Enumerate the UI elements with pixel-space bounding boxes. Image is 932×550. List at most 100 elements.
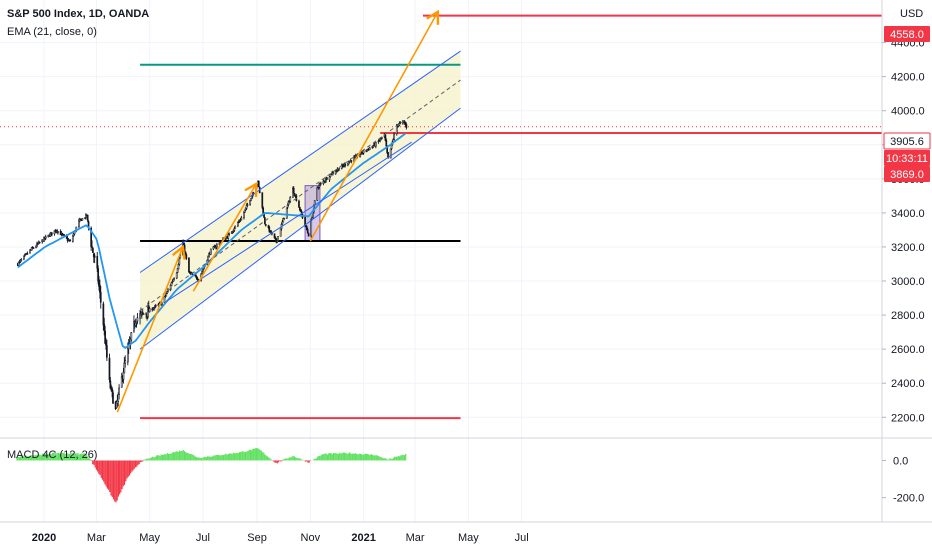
candle-body [44, 236, 47, 239]
candle-body [344, 163, 347, 166]
currency-label: USD [900, 8, 923, 20]
candle-body [96, 256, 99, 269]
candle-body [250, 195, 253, 200]
candle-body [178, 258, 181, 265]
candle-body [285, 207, 288, 219]
price-tick-label: 2800.0 [891, 310, 925, 322]
candle-body [398, 122, 401, 126]
arrow-drawing [192, 181, 258, 292]
candle-body [328, 176, 331, 181]
candle-body [338, 168, 340, 171]
candle-body [78, 220, 80, 227]
candle-body [110, 386, 113, 388]
candle-body [209, 248, 212, 255]
candle-body [93, 255, 96, 258]
macd-tick-label: -200.0 [893, 493, 924, 505]
candle-body [268, 226, 271, 232]
candle-body [385, 139, 388, 147]
macd-scale[interactable]: 0.0 -200.0 [882, 455, 924, 505]
candle-body [112, 392, 114, 404]
macd-histogram [16, 448, 407, 503]
candle-body [393, 134, 396, 141]
candle-body [310, 219, 313, 237]
time-scale[interactable]: 2020 Mar May Jul Sep Nov 2021 Mar May Jul [32, 532, 529, 544]
candle-body [123, 362, 126, 374]
macd-legend[interactable]: MACD 4C (12, 26) [7, 449, 97, 461]
candle-body [148, 308, 151, 313]
candle-body [326, 177, 328, 180]
price-scale[interactable]: 2200.0 2400.0 2600.0 2800.0 3000.0 3200.0 3400… [882, 38, 925, 425]
candle-body [386, 145, 389, 153]
candle-body [195, 274, 197, 278]
candle-body [234, 225, 237, 229]
candle-body [69, 239, 72, 242]
candle-body [106, 345, 108, 358]
candle-body [153, 307, 155, 310]
candle-body [403, 121, 406, 124]
candle-body [23, 255, 25, 260]
candle-body [249, 200, 251, 205]
symbol-title[interactable]: S&P 500 Index, 1D, OANDA [7, 8, 149, 20]
candle-body [317, 187, 320, 189]
candle-body [227, 234, 230, 239]
candle-body [399, 122, 402, 124]
candle-body [273, 233, 276, 239]
candle-body [175, 272, 178, 279]
candle-body [90, 227, 93, 247]
candle-body [133, 321, 135, 332]
trend-line [165, 141, 412, 302]
level-price-tag[interactable]: 3869.0 [884, 166, 930, 182]
last-price-tag[interactable]: 3905.6 [883, 132, 931, 150]
candle-body [139, 313, 141, 319]
candle-body [362, 150, 365, 154]
candle-body [384, 134, 387, 141]
candle-body [102, 303, 105, 326]
candle-body [126, 348, 129, 363]
candle-body [293, 193, 296, 196]
candle-body [239, 219, 242, 222]
candle-body [136, 317, 139, 322]
candle-body [167, 289, 169, 292]
candle-body [32, 247, 35, 249]
candle-body [99, 292, 102, 303]
candle-body [161, 302, 163, 305]
candle-body [177, 263, 180, 270]
candle-body [277, 236, 279, 241]
ema-legend[interactable]: EMA (21, close, 0) [7, 26, 97, 38]
time-tick-label: Jul [515, 532, 529, 544]
target-price-tag[interactable]: 4558.0 [884, 26, 930, 42]
candle-body [145, 313, 148, 315]
arrow-drawing [116, 244, 186, 413]
time-tick-label: Mar [87, 532, 106, 544]
candle-body [319, 182, 322, 185]
last-price-label: 3905.6 [890, 136, 924, 148]
candle-body [122, 371, 125, 380]
candle-body [103, 323, 106, 331]
candle-body [154, 305, 157, 307]
candle-body [97, 268, 99, 282]
price-tick-label: 2600.0 [891, 344, 925, 356]
candle-body [91, 246, 93, 248]
drawing-layer-front[interactable] [116, 9, 461, 413]
candle-body [117, 394, 120, 402]
candle-body [176, 268, 179, 273]
candle-body [250, 198, 252, 201]
candle-body [305, 226, 308, 231]
candle-body [61, 233, 64, 235]
candle-body [30, 247, 33, 251]
candle-body [184, 251, 187, 255]
arrow-drawing [309, 9, 440, 242]
candle-body [38, 241, 41, 244]
candle-body [17, 262, 20, 266]
candle-body [264, 224, 267, 226]
candle-body [313, 200, 316, 206]
candle-body [170, 282, 173, 286]
candle-body [240, 217, 243, 221]
candle-body [289, 197, 292, 202]
time-tick-label: Sep [247, 532, 267, 544]
candle-body [79, 218, 82, 220]
candle-body [108, 357, 111, 381]
candle-body [257, 181, 260, 188]
candle-body [307, 232, 310, 237]
